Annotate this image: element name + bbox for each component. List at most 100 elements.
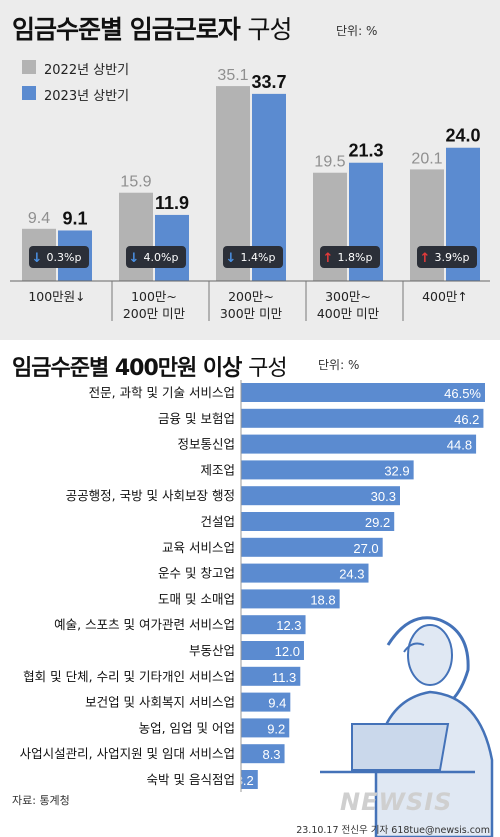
industry-category-label-4: 공공행정, 국방 및 사회보장 행정 <box>66 488 235 503</box>
change-label-3: 1.8%p <box>338 251 373 264</box>
category-label-0: 100만원↓ <box>28 289 85 304</box>
industry-value-label-9: 12.3 <box>276 618 301 633</box>
section-title: 임금수준별 400만원 이상 구성 <box>12 356 288 381</box>
category-label-1: 100만~ <box>131 289 177 304</box>
industry-bar-9 <box>241 615 306 635</box>
industry-category-label-3: 제조업 <box>200 462 235 477</box>
industry-value-label-5: 29.2 <box>365 515 390 530</box>
industry-value-label-10: 12.0 <box>275 644 300 659</box>
category-label-2: 200만~ <box>228 289 274 304</box>
industry-value-label-1: 46.2 <box>454 412 479 427</box>
industry-category-label-8: 도매 및 소매업 <box>158 591 235 606</box>
value-label-2022-0: 9.4 <box>28 210 50 227</box>
industry-value-label-7: 24.3 <box>339 567 364 582</box>
industry-category-label-0: 전문, 과학 및 기술 서비스업 <box>89 385 235 400</box>
change-label-4: 3.9%p <box>435 251 470 264</box>
industry-category-label-11: 협회 및 단체, 수리 및 기타개인 서비스업 <box>23 669 235 684</box>
industry-bar-6 <box>241 537 383 557</box>
up-arrow-icon: ↑ <box>323 251 334 266</box>
industry-category-label-13: 농업, 임업 및 어업 <box>139 720 235 735</box>
industry-value-label-3: 32.9 <box>384 463 409 478</box>
change-badge-2 <box>223 246 283 268</box>
person-head <box>407 624 453 686</box>
industry-category-label-14: 사업시설관리, 사업지원 및 임대 서비스업 <box>20 746 235 761</box>
industry-bar-2 <box>241 434 477 454</box>
industry-category-label-6: 교육 서비스업 <box>162 540 235 555</box>
industry-category-label-2: 정보통신업 <box>177 437 235 452</box>
change-label-2: 1.4%p <box>241 251 276 264</box>
industry-category-label-7: 운수 및 창고업 <box>158 566 235 581</box>
unit-label: 단위: % <box>336 24 378 38</box>
legend-swatch-2022 <box>22 60 36 74</box>
change-badge-3 <box>320 246 380 268</box>
newsis-watermark: NEWSIS <box>340 788 453 816</box>
industry-value-label-11: 11.3 <box>272 670 296 685</box>
industry-bar-1 <box>241 408 484 428</box>
value-label-2022-3: 19.5 <box>314 154 345 171</box>
industry-bar-12 <box>241 692 291 712</box>
section-unit-label: 단위: % <box>318 358 360 372</box>
industry-value-label-13: 9.2 <box>267 721 285 736</box>
value-label-2023-4: 24.0 <box>445 126 480 146</box>
industry-value-label-15: 3.2 <box>236 773 254 788</box>
industry-value-label-2: 44.8 <box>447 438 472 453</box>
industry-bar-3 <box>241 460 414 480</box>
industry-bar-10 <box>241 641 304 660</box>
change-badge-4 <box>417 246 477 268</box>
source-text: 자료: 통계청 <box>12 794 70 807</box>
value-label-2023-2: 33.7 <box>251 72 286 92</box>
down-arrow-icon: ↓ <box>32 251 43 266</box>
industry-value-label-4: 30.3 <box>371 489 396 504</box>
person-eyebrow <box>403 642 425 653</box>
category-label-4: 400만↑ <box>422 289 468 304</box>
industry-category-label-9: 예술, 스포츠 및 여가관련 서비스업 <box>54 617 235 632</box>
change-badge-0 <box>29 246 89 268</box>
value-label-2023-3: 21.3 <box>348 141 383 161</box>
industry-bar-4 <box>241 486 400 506</box>
industry-value-label-0: 46.5% <box>444 386 481 401</box>
laptop-icon <box>351 723 450 771</box>
down-arrow-icon: ↓ <box>129 251 140 266</box>
industry-value-label-6: 27.0 <box>353 541 378 556</box>
industry-bar-7 <box>241 563 369 583</box>
industry-bar-13 <box>241 718 290 738</box>
industry-category-label-12: 보건업 및 사회복지 서비스업 <box>85 695 235 710</box>
value-label-2023-1: 11.9 <box>155 193 189 213</box>
value-label-2022-4: 20.1 <box>411 150 442 167</box>
industry-category-label-1: 금융 및 보험업 <box>158 411 235 426</box>
category-label-1: 200만 미만 <box>123 306 186 321</box>
industry-bar-5 <box>241 512 395 531</box>
category-label-2: 300만 미만 <box>220 306 283 321</box>
industry-bar-8 <box>241 589 340 609</box>
industry-bar-11 <box>241 666 301 686</box>
industry-category-label-5: 건설업 <box>200 514 235 529</box>
industry-value-label-8: 18.8 <box>310 592 335 607</box>
value-label-2022-1: 15.9 <box>120 174 151 191</box>
category-label-3: 400만 미만 <box>317 306 380 321</box>
down-arrow-icon: ↓ <box>226 251 237 266</box>
change-label-1: 4.0%p <box>144 251 179 264</box>
category-label-3: 300만~ <box>325 289 371 304</box>
industry-bar-15 <box>241 770 258 789</box>
credit-text: 23.10.17 전신우 기자 618tue@newsis.com <box>296 825 490 836</box>
change-badge-1 <box>126 246 186 268</box>
up-arrow-icon: ↑ <box>420 251 431 266</box>
wage-level-bar-chart: 9.4 9.1 ↓ 0.3%p 100만원↓ 15.911.9 ↓ 4.0%p 100만~ 200… <box>10 67 490 321</box>
person-head-outline <box>386 616 470 702</box>
industry-bar-14 <box>241 744 285 764</box>
industry-bar-0 <box>241 383 485 402</box>
value-label-2022-2: 35.1 <box>217 67 248 84</box>
legend-label-2023: 2023년 상반기 <box>44 89 130 104</box>
industry-value-label-14: 8.3 <box>262 747 280 762</box>
change-label-0: 0.3%p <box>47 251 82 264</box>
industry-section: 46.5% 전문, 과학 및 기술 서비스업 46.2 금융 및 보험업 44.8 정보통… <box>0 340 500 837</box>
industry-value-label-12: 9.4 <box>268 696 286 711</box>
worker-illustration <box>320 616 494 837</box>
industry-category-label-10: 부동산업 <box>189 643 235 658</box>
legend-label-2022: 2022년 상반기 <box>44 63 130 78</box>
legend-swatch-2023 <box>22 86 36 100</box>
industry-bar-chart: 46.5% 전문, 과학 및 기술 서비스업 46.2 금융 및 보험업 44.8 정보통… <box>20 380 494 837</box>
chart-title: 임금수준별 임금근로자 구성 <box>12 15 292 44</box>
value-label-2023-0: 9.1 <box>62 208 87 228</box>
industry-category-label-15: 숙박 및 음식점업 <box>147 772 235 787</box>
